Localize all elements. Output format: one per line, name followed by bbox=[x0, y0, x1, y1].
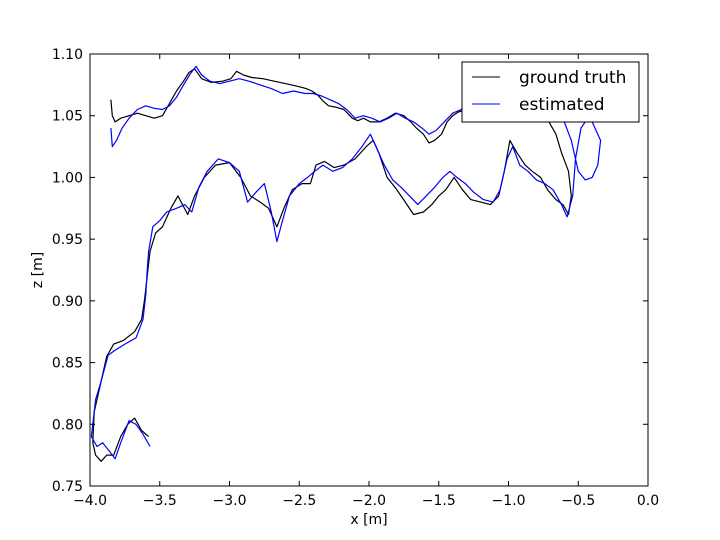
legend-box bbox=[461, 61, 640, 123]
series-line-estimated bbox=[90, 65, 602, 460]
y-tick-label: 0.95 bbox=[52, 232, 83, 248]
y-tick-label: 0.80 bbox=[52, 417, 83, 433]
x-tick-label: −4.0 bbox=[73, 493, 107, 509]
x-axis: −4.0 −3.5 −3.0 −2.5 −2.0 −1.5 −1.0 −0.5 0.0 bbox=[73, 54, 659, 509]
series-layer bbox=[90, 65, 602, 462]
x-tick-label: −1.0 bbox=[492, 493, 526, 509]
x-tick-label: 0.0 bbox=[637, 493, 659, 509]
x-tick-label: −0.5 bbox=[561, 493, 595, 509]
x-axis-label: x [m] bbox=[350, 512, 387, 528]
legend-label-ground-truth: ground truth bbox=[519, 68, 626, 88]
x-tick-label: −2.5 bbox=[282, 493, 316, 509]
y-tick-label: 1.00 bbox=[52, 170, 83, 186]
x-tick-label: −3.0 bbox=[213, 493, 247, 509]
y-tick-label: 0.90 bbox=[52, 294, 83, 310]
y-tick-label: 0.75 bbox=[52, 479, 83, 495]
y-axis-label: z [m] bbox=[30, 252, 46, 288]
plot-background bbox=[90, 54, 648, 486]
y-tick-label: 0.85 bbox=[52, 356, 83, 372]
y-tick-label: 1.05 bbox=[52, 109, 83, 125]
x-tick-label: −1.5 bbox=[422, 493, 456, 509]
x-tick-label: −3.5 bbox=[143, 493, 177, 509]
y-tick-label: 1.10 bbox=[52, 47, 83, 63]
legend: ground truth estimated bbox=[461, 61, 640, 123]
legend-label-estimated: estimated bbox=[519, 95, 605, 115]
y-axis: 0.75 0.80 0.85 0.90 0.95 1.00 1.05 1.10 bbox=[52, 47, 648, 495]
x-tick-label: −2.0 bbox=[352, 493, 386, 509]
